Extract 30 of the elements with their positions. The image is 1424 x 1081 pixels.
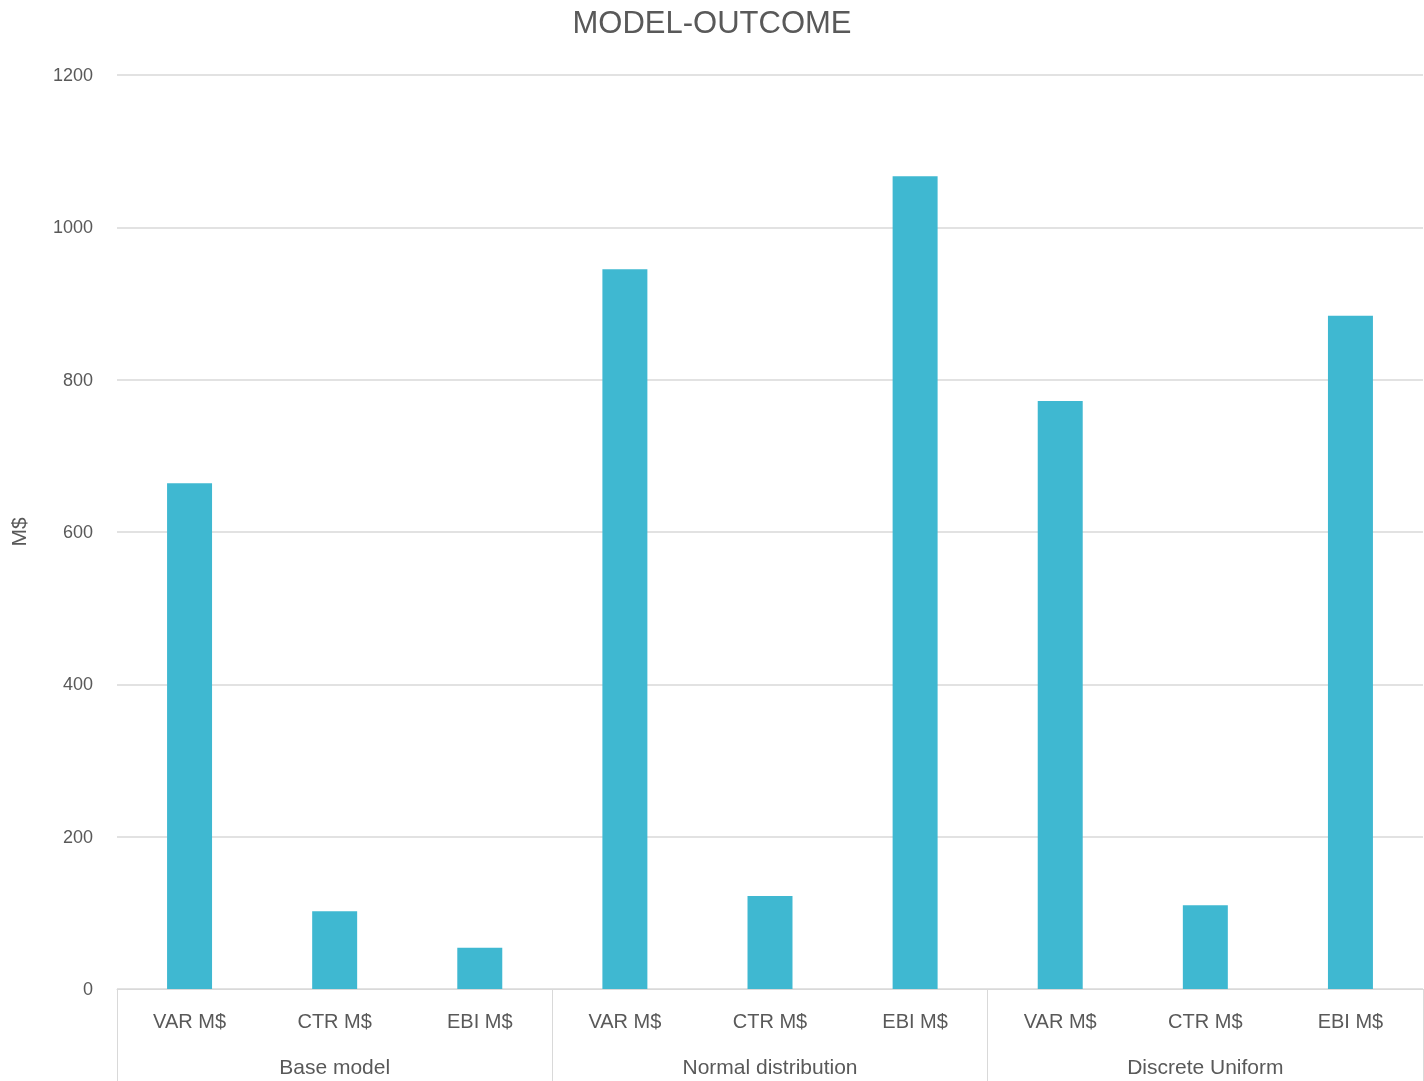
bar (1327, 315, 1373, 989)
bar (1037, 400, 1083, 989)
bar (602, 269, 648, 989)
y-tick-label: 200 (62, 826, 93, 847)
y-tick-label: 1000 (52, 217, 93, 238)
bar (167, 483, 213, 989)
text: Base model (279, 1055, 391, 1078)
x-tick-label: EBI M$ (446, 1010, 513, 1032)
x-tick-label: EBI M$ (1317, 1010, 1384, 1032)
y-tick-label: 1200 (52, 65, 93, 85)
bar (892, 176, 938, 989)
text: Discrete Uniform (1127, 1055, 1284, 1078)
x-tick-label: CTR M$ (297, 1010, 372, 1032)
y-tick-label: 800 (62, 369, 93, 390)
x-tick-label: VAR M$ (588, 1010, 662, 1032)
x-tick-label: VAR M$ (1023, 1010, 1097, 1032)
bar (312, 911, 358, 989)
x-tick-label: CTR M$ (1168, 1010, 1243, 1032)
y-tick-label: 400 (62, 674, 93, 695)
x-tick-label: VAR M$ (153, 1010, 227, 1032)
x-tick-label: CTR M$ (732, 1010, 808, 1032)
y-axis-title: M$ (7, 517, 30, 547)
text: Normal distribution (682, 1055, 858, 1078)
y-tick-label: 600 (62, 522, 93, 542)
bar (457, 947, 503, 989)
bar (747, 896, 793, 989)
bar (1182, 905, 1228, 989)
chart-title: MODEL-OUTCOME (572, 5, 852, 40)
x-tick-label: EBI M$ (882, 1010, 948, 1032)
y-tick-label: 0 (82, 979, 93, 999)
